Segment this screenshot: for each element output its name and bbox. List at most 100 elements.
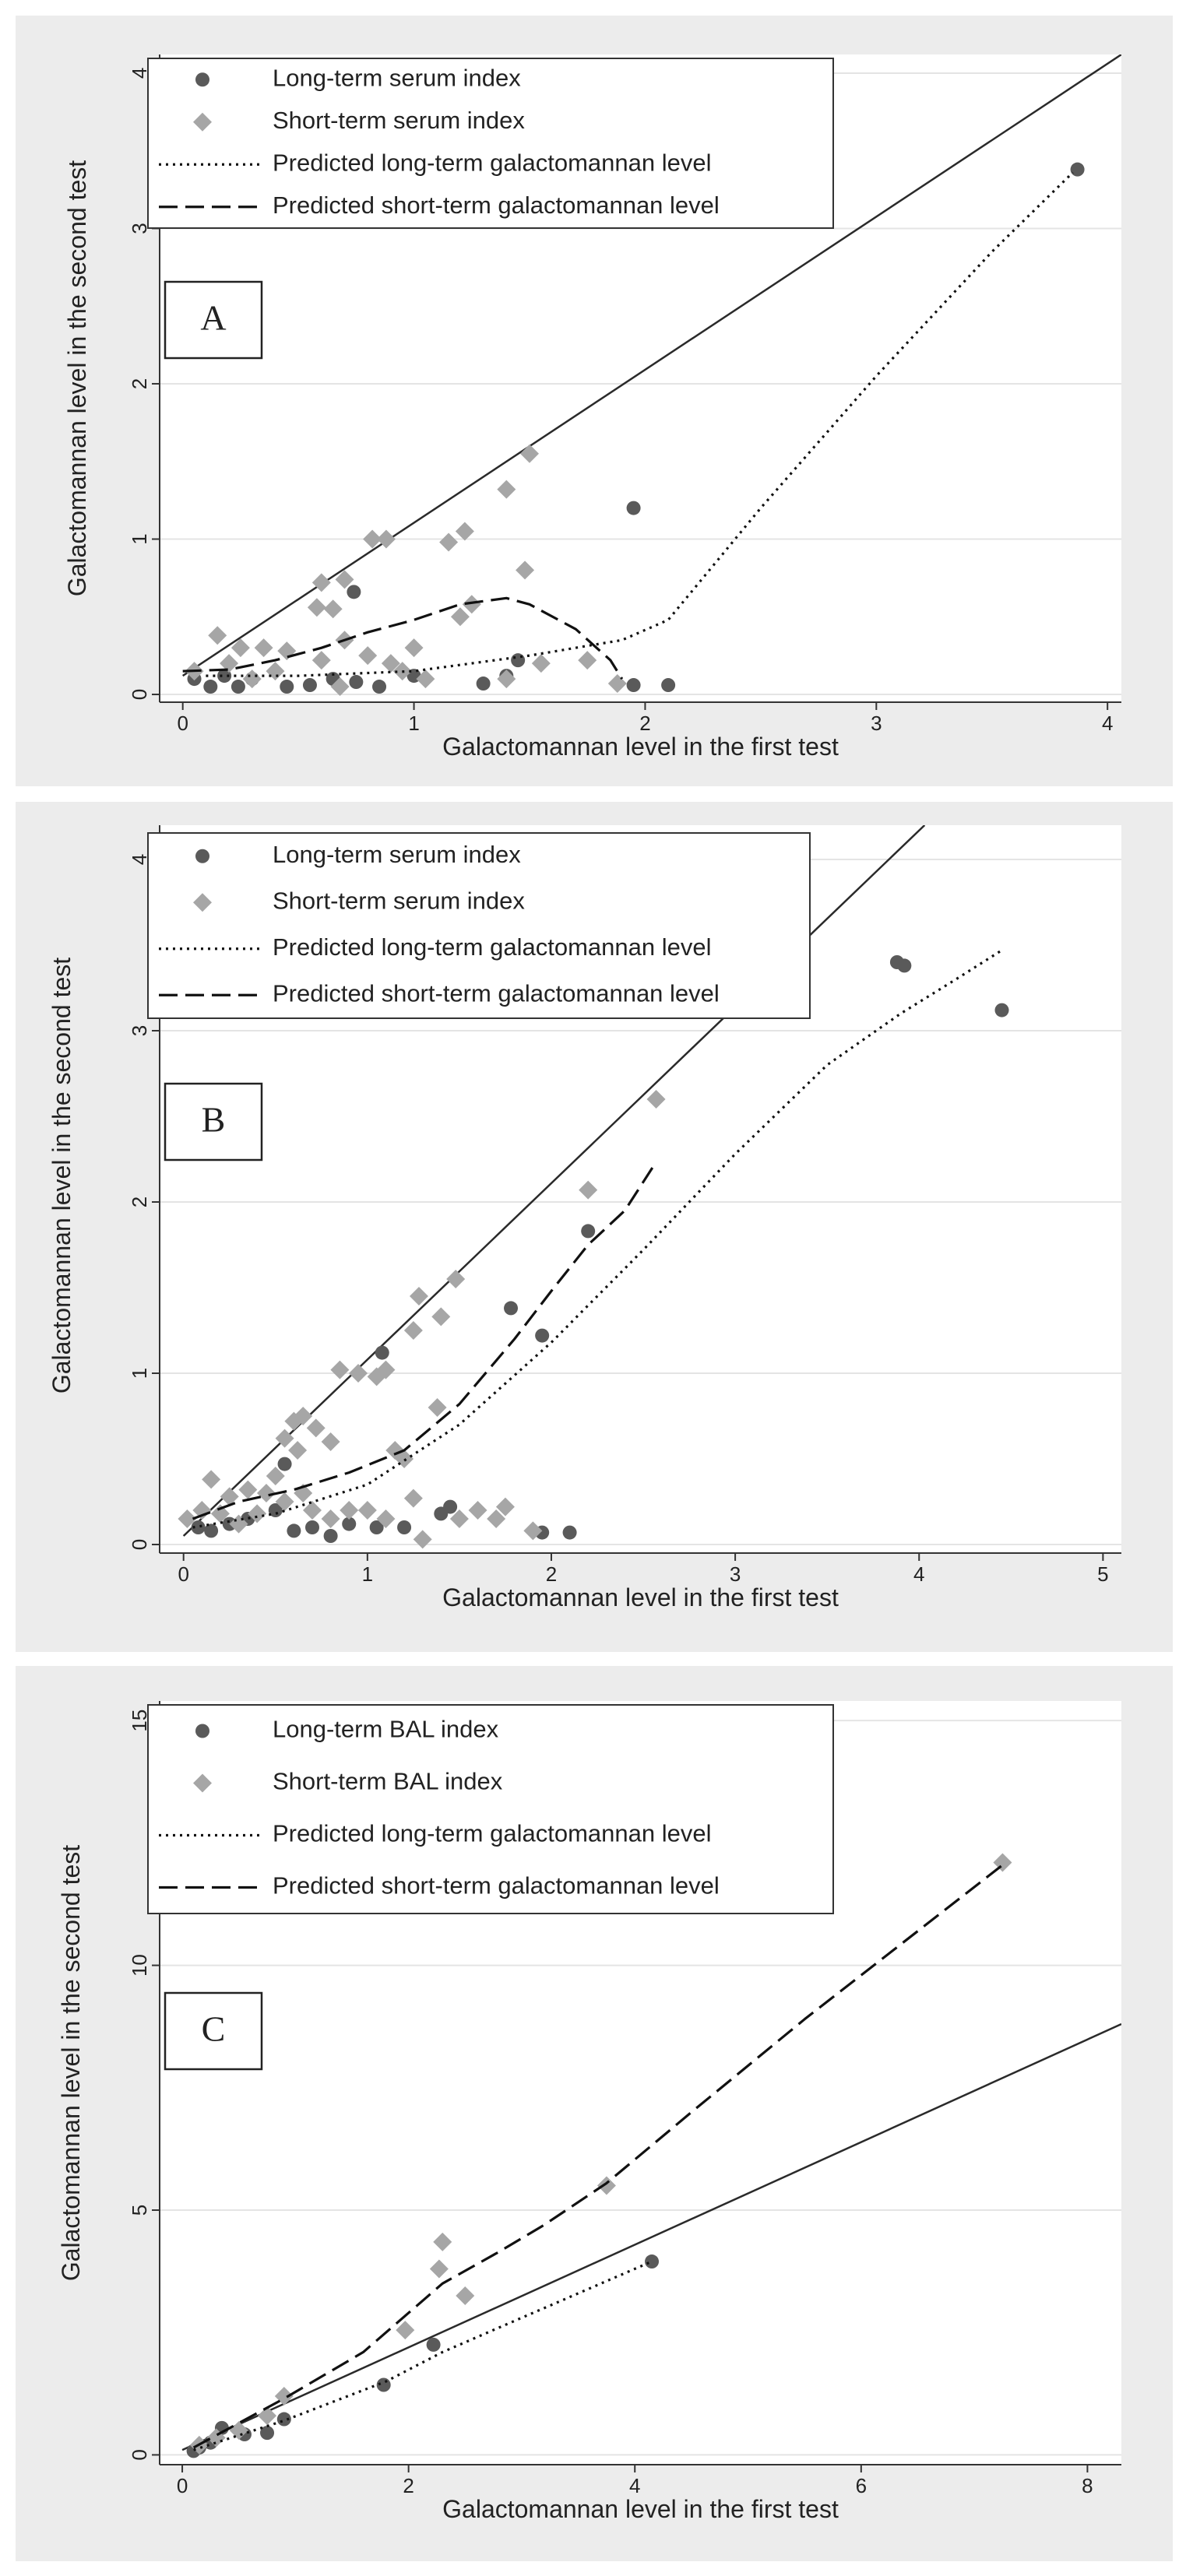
short-term-point bbox=[302, 1501, 322, 1520]
long-term-point bbox=[562, 1525, 577, 1540]
x-tick-label: 4 bbox=[629, 2474, 640, 2497]
short-term-point bbox=[646, 1090, 666, 1109]
y-tick-label: 4 bbox=[128, 68, 151, 79]
short-term-point bbox=[307, 598, 326, 617]
short-term-point bbox=[433, 2232, 452, 2251]
short-term-point bbox=[178, 1509, 197, 1528]
short-term-point bbox=[404, 638, 424, 658]
short-term-point bbox=[238, 1480, 258, 1499]
x-axis-title: Galactomannan level in the first test bbox=[442, 733, 839, 761]
panel-label: C bbox=[202, 2009, 226, 2049]
long-term-point bbox=[342, 1516, 357, 1531]
long-term-point bbox=[443, 1499, 458, 1514]
long-term-point bbox=[231, 680, 245, 694]
legend-label: Predicted long-term galactomannan level bbox=[273, 933, 711, 961]
short-term-point bbox=[220, 654, 239, 673]
legend-box bbox=[147, 832, 811, 1019]
legend: Long-term BAL index Short-term BAL index P… bbox=[147, 1704, 834, 1914]
long-term-point bbox=[204, 1523, 219, 1538]
long-term-point bbox=[661, 678, 676, 693]
long-term-point bbox=[397, 1520, 412, 1534]
x-tick-label: 2 bbox=[546, 1562, 557, 1586]
legend-label: Predicted short-term galactomannan level bbox=[273, 979, 720, 1007]
legend-label: Short-term serum index bbox=[273, 107, 525, 134]
plot-content bbox=[178, 825, 1009, 1549]
y-tick-label: 3 bbox=[128, 1025, 151, 1036]
short-term-point bbox=[210, 1504, 230, 1523]
predicted-long-term-line bbox=[206, 171, 1074, 677]
long-term-point bbox=[217, 669, 232, 684]
panel-label-box bbox=[164, 280, 263, 360]
short-term-point bbox=[311, 651, 331, 670]
short-term-point bbox=[321, 1432, 340, 1451]
legend-long-marker bbox=[195, 1724, 209, 1738]
long-term-point bbox=[203, 680, 218, 694]
y-tick-label: 15 bbox=[128, 1710, 151, 1732]
long-term-point bbox=[304, 1520, 319, 1534]
y-tick-label: 0 bbox=[128, 689, 151, 700]
short-term-point bbox=[258, 2406, 277, 2426]
predicted-short-term-line bbox=[182, 596, 624, 680]
legend: Long-term serum index Short-term serum in… bbox=[147, 832, 811, 1019]
legend-label: Short-term serum index bbox=[273, 887, 525, 914]
legend-label: Predicted short-term galactomannan level bbox=[273, 1872, 720, 1899]
panel-label-box bbox=[164, 1082, 263, 1161]
long-term-point bbox=[994, 1003, 1009, 1017]
x-tick-label: 5 bbox=[1097, 1562, 1108, 1586]
plot-content bbox=[181, 54, 1121, 697]
short-term-point bbox=[335, 570, 354, 589]
long-term-point bbox=[626, 678, 641, 693]
legend-label: Long-term serum index bbox=[273, 64, 521, 91]
short-term-point bbox=[578, 651, 597, 670]
long-term-point bbox=[1070, 162, 1085, 177]
x-tick-label: 8 bbox=[1082, 2474, 1093, 2497]
x-tick-label: 2 bbox=[403, 2474, 414, 2497]
legend: Long-term serum index Short-term serum in… bbox=[147, 58, 834, 229]
y-tick-label: 0 bbox=[128, 2449, 151, 2460]
short-term-point bbox=[330, 677, 350, 697]
y-tick-label: 2 bbox=[128, 1197, 151, 1207]
x-tick-label: 3 bbox=[871, 712, 882, 735]
short-term-point bbox=[446, 1270, 466, 1288]
predicted-short-term-line bbox=[192, 1167, 654, 1520]
long-term-point bbox=[277, 1457, 292, 1471]
short-term-point bbox=[330, 1360, 350, 1379]
short-term-point bbox=[349, 1364, 368, 1383]
legend-label: Predicted long-term galactomannan level bbox=[273, 149, 711, 176]
long-term-point bbox=[349, 675, 364, 690]
short-term-point bbox=[294, 1407, 313, 1425]
long-term-point bbox=[260, 2426, 275, 2441]
x-tick-label: 2 bbox=[639, 712, 650, 735]
short-term-point bbox=[321, 1509, 340, 1528]
long-term-point bbox=[280, 680, 294, 694]
long-term-point bbox=[347, 585, 361, 599]
y-axis-title: Galactomannan level in the second test bbox=[63, 160, 91, 596]
legend-box bbox=[147, 1704, 834, 1914]
short-term-point bbox=[429, 2259, 449, 2279]
short-term-point bbox=[376, 1509, 396, 1528]
plot-content bbox=[181, 1853, 1121, 2458]
y-tick-label: 2 bbox=[128, 378, 151, 389]
short-term-point bbox=[202, 1470, 221, 1489]
y-tick-label: 0 bbox=[128, 1539, 151, 1550]
chart-panel-a: 0 1 2 3 4 0 1 2 3 4 Galactomannan level in the fir… bbox=[16, 16, 1173, 786]
short-term-point bbox=[523, 1521, 543, 1541]
short-term-point bbox=[376, 529, 396, 549]
legend-short-marker bbox=[193, 893, 212, 912]
y-axis-title: Galactomannan level in the second test bbox=[57, 1845, 85, 2281]
short-term-point bbox=[520, 444, 539, 463]
short-term-point bbox=[409, 1287, 428, 1306]
short-term-point bbox=[456, 2286, 475, 2306]
short-term-point bbox=[208, 626, 227, 645]
long-term-point bbox=[535, 1328, 550, 1343]
short-term-point bbox=[288, 1441, 308, 1460]
legend-short-marker bbox=[193, 1773, 212, 1793]
short-term-point bbox=[231, 638, 250, 658]
short-term-point bbox=[497, 480, 516, 499]
short-term-point bbox=[220, 1487, 239, 1506]
short-term-point bbox=[449, 1509, 469, 1528]
predicted-short-term-line bbox=[192, 1864, 1004, 2449]
short-term-point bbox=[340, 1501, 359, 1520]
short-term-point bbox=[306, 1418, 326, 1438]
